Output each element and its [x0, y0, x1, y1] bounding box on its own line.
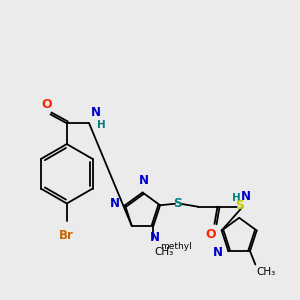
Text: H: H: [97, 120, 106, 130]
Text: S: S: [173, 197, 182, 210]
Text: CH₃: CH₃: [257, 268, 276, 278]
Text: methyl: methyl: [160, 242, 192, 251]
Text: Br: Br: [59, 229, 74, 242]
Text: N: N: [139, 174, 149, 187]
Text: N: N: [110, 197, 120, 210]
Text: N: N: [150, 231, 160, 244]
Text: N: N: [213, 246, 223, 259]
Text: N: N: [91, 106, 100, 119]
Text: H: H: [232, 193, 240, 203]
Text: CH₃: CH₃: [154, 247, 173, 256]
Text: N: N: [241, 190, 251, 203]
Text: O: O: [206, 227, 216, 241]
Text: O: O: [42, 98, 52, 111]
Text: S: S: [236, 200, 244, 212]
